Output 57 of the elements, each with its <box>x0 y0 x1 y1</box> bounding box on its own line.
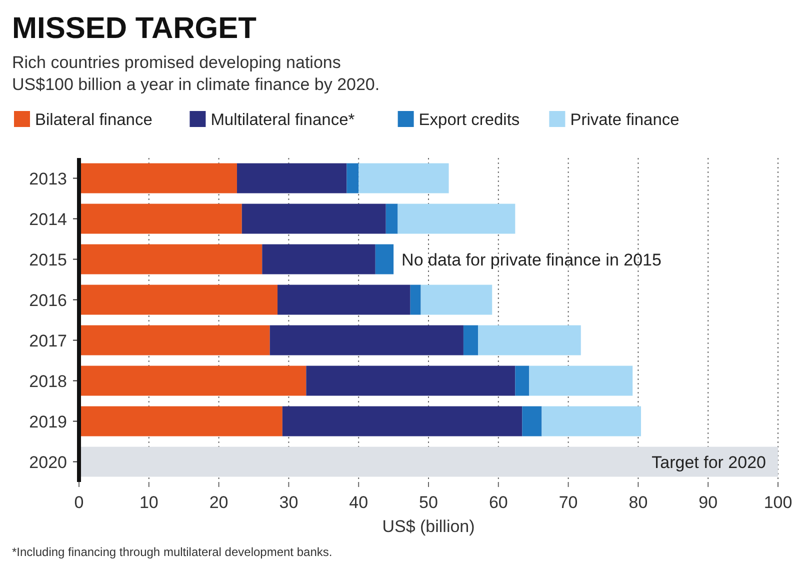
legend-label: Private finance <box>570 111 680 129</box>
bar <box>306 366 516 396</box>
x-tick-label: 80 <box>628 493 648 512</box>
x-tick-label: 50 <box>419 493 438 512</box>
bar <box>79 204 242 234</box>
bar <box>410 284 421 315</box>
bar <box>79 406 282 436</box>
legend-label: Export credits <box>418 111 520 129</box>
bar <box>262 244 376 274</box>
x-axis-title: US$ (billion) <box>382 517 475 536</box>
bar <box>79 163 237 194</box>
y-tick-label: 2016 <box>29 290 67 310</box>
x-tick-label: 60 <box>488 493 508 512</box>
bar <box>529 366 633 396</box>
annotation: Target for 2020 <box>652 452 766 472</box>
legend-label: Multilateral finance* <box>210 111 356 129</box>
bar <box>478 325 581 356</box>
bar <box>386 204 398 234</box>
bar <box>79 325 270 356</box>
y-tick-label: 2020 <box>29 452 67 472</box>
bar <box>278 284 410 315</box>
text: *Including financing through multilateral development banks. <box>12 545 332 559</box>
bar <box>542 406 641 436</box>
bar <box>242 204 386 234</box>
x-tick-label: 20 <box>209 493 228 512</box>
bar <box>79 244 262 274</box>
y-tick-label: 2013 <box>29 169 67 188</box>
bar <box>398 204 516 234</box>
bar <box>236 163 347 194</box>
bar <box>358 163 449 194</box>
bar <box>463 325 478 356</box>
annotation: No data for private finance in 2015 <box>402 250 662 270</box>
x-tick-label: 90 <box>698 493 718 512</box>
x-tick-label: 0 <box>74 493 84 512</box>
bar <box>375 244 394 274</box>
bar <box>79 366 306 396</box>
y-tick-label: 2018 <box>29 372 67 391</box>
bar <box>270 325 464 356</box>
y-tick-label: 2014 <box>29 210 67 229</box>
x-tick-label: 10 <box>139 493 158 512</box>
bar <box>346 163 359 194</box>
bar <box>79 284 278 315</box>
x-tick-label: 100 <box>764 493 792 512</box>
bar <box>515 366 530 396</box>
y-tick-label: 2015 <box>29 250 67 270</box>
bar <box>522 406 542 436</box>
legend-label: Bilateral finance <box>35 111 152 129</box>
x-tick-label: 40 <box>349 493 368 512</box>
x-tick-label: 70 <box>558 493 578 512</box>
bar <box>79 446 778 477</box>
y-tick-label: 2017 <box>29 331 67 350</box>
chart-title: MISSED TARGET <box>12 12 256 45</box>
y-tick-label: 2019 <box>29 412 67 432</box>
chart-subtitle: Rich countries promised developing nations US$100 billion a year in climate finance by 2020. <box>12 53 380 94</box>
bar <box>420 284 492 315</box>
x-tick-label: 30 <box>279 493 298 512</box>
bar <box>282 406 522 436</box>
